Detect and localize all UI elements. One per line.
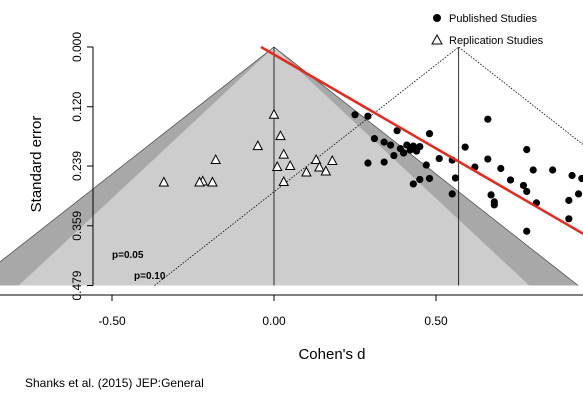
y-tick-label: 0.120 bbox=[70, 91, 84, 121]
replication-point bbox=[301, 166, 312, 177]
y-axis-title: Standard error bbox=[28, 116, 45, 213]
published-point bbox=[506, 176, 515, 184]
published-point bbox=[523, 187, 531, 196]
x-tick-label: 0.00 bbox=[262, 314, 286, 328]
contour-label-p10: p=0.10 bbox=[134, 271, 166, 282]
y-tick-label: 0.239 bbox=[70, 151, 84, 181]
published-point bbox=[412, 147, 421, 155]
legend: Published Studies Replication Studies bbox=[431, 13, 544, 47]
data-points bbox=[158, 45, 583, 236]
published-point bbox=[565, 196, 573, 204]
replication-point bbox=[207, 176, 218, 187]
x-axis-title: Cohen's d bbox=[298, 346, 365, 363]
replication-point bbox=[275, 130, 286, 141]
legend-marker-published bbox=[433, 14, 441, 22]
legend-label-published: Published Studies bbox=[449, 13, 538, 25]
replication-point bbox=[158, 176, 170, 187]
published-point bbox=[523, 227, 531, 235]
published-point bbox=[422, 161, 430, 169]
published-point bbox=[549, 166, 557, 174]
published-point bbox=[409, 180, 417, 188]
y-tick-label: 0.000 bbox=[70, 32, 84, 62]
published-point bbox=[393, 127, 401, 135]
replication-point bbox=[278, 148, 290, 159]
published-point bbox=[425, 174, 434, 183]
published-point bbox=[390, 151, 398, 160]
replication-point bbox=[278, 175, 290, 186]
published-point bbox=[380, 138, 388, 146]
published-point bbox=[497, 164, 505, 173]
published-point bbox=[380, 158, 388, 166]
y-tick-label: 0.359 bbox=[70, 210, 84, 240]
published-point bbox=[387, 141, 395, 149]
replication-point bbox=[314, 161, 325, 172]
x-tick-label: -0.50 bbox=[98, 314, 126, 328]
published-point bbox=[448, 190, 456, 198]
published-point bbox=[425, 130, 434, 138]
source-caption: Shanks et al. (2015) JEP:General bbox=[25, 376, 204, 390]
replication-point bbox=[194, 176, 205, 187]
published-point bbox=[435, 154, 443, 163]
published-point bbox=[461, 143, 469, 151]
x-tick-label: 0.50 bbox=[424, 314, 448, 328]
contour-label-p05: p=0.05 bbox=[112, 250, 144, 261]
published-point bbox=[490, 198, 498, 206]
published-point bbox=[406, 146, 414, 154]
published-point bbox=[484, 115, 492, 123]
replication-point bbox=[310, 153, 322, 165]
published-point bbox=[519, 181, 528, 190]
published-point bbox=[451, 174, 460, 182]
published-point bbox=[400, 149, 408, 157]
published-point bbox=[565, 215, 573, 223]
replication-point bbox=[210, 153, 222, 165]
replication-point bbox=[271, 160, 283, 172]
legend-label-replication: Replication Studies bbox=[449, 35, 544, 47]
regression-line bbox=[260, 45, 583, 236]
published-point bbox=[487, 191, 495, 199]
y-tick-label: 0.479 bbox=[70, 270, 84, 300]
published-point bbox=[529, 166, 537, 174]
published-point bbox=[523, 145, 531, 154]
published-point bbox=[364, 112, 372, 120]
axes: -1.00-0.500.000.501.001.500.0000.1200.23… bbox=[0, 32, 583, 328]
published-point bbox=[568, 171, 576, 180]
replication-point bbox=[268, 108, 280, 119]
published-point bbox=[574, 190, 583, 198]
replication-point bbox=[284, 159, 296, 171]
replication-point bbox=[320, 165, 332, 176]
published-point bbox=[364, 159, 372, 167]
published-point bbox=[351, 111, 359, 119]
published-point bbox=[484, 155, 492, 163]
replication-point bbox=[326, 154, 338, 166]
replication-point bbox=[252, 140, 264, 151]
published-point bbox=[370, 135, 379, 143]
published-point bbox=[578, 174, 583, 183]
published-point bbox=[416, 175, 424, 184]
legend-marker-replication bbox=[431, 33, 443, 45]
